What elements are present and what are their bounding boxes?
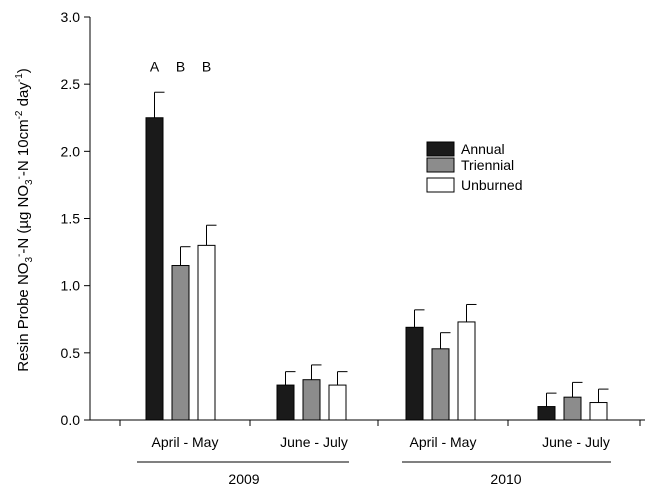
y-axis-label-part: -N (µg NO [15,185,32,254]
y-axis-label: Resin Probe NO3--N (µg NO3--N 10cm-2 day… [14,68,35,372]
y-tick-label: 1.5 [61,211,81,227]
significance-label: B [202,59,211,75]
legend-label: Unburned [461,177,523,193]
y-axis-label-part: ) [15,68,32,73]
y-tick-label: 2.0 [61,143,81,159]
y-tick-label: 0.5 [61,345,81,361]
significance-label: B [176,59,185,75]
y-axis-label-part: -N 10cm [15,119,32,176]
category-label: April - May [410,434,477,450]
y-axis-label-part: -1 [14,73,25,82]
bar [197,244,216,421]
legend-label: Triennial [461,157,514,173]
bar [431,348,450,421]
y-tick-label: 0.0 [61,412,81,428]
bar [276,384,295,421]
y-axis-label-part: - [14,254,25,257]
significance-label: A [150,59,160,75]
bar [563,396,582,421]
legend-swatch [426,157,455,173]
y-axis-label-part: -2 [14,110,25,119]
bar [145,117,164,421]
year-label: 2009 [228,471,259,487]
bar [537,406,556,421]
y-axis-label-part: day [15,82,32,111]
category-label: April - May [152,434,219,450]
legend-swatch [426,141,455,157]
bar [405,326,424,421]
y-tick-label: 1.0 [61,278,81,294]
y-axis-label-part: 3 [24,257,35,263]
bar [457,321,476,421]
y-axis-label-part: Resin Probe NO [15,263,32,372]
y-axis-label-part: - [14,176,25,179]
category-label: June - July [542,434,610,450]
bar [302,379,321,421]
legend-label: Annual [461,141,505,157]
year-label: 2010 [490,471,521,487]
bar [171,265,190,421]
legend-swatch [426,177,455,193]
y-axis-label-group: Resin Probe NO3--N (µg NO3--N 10cm-2 day… [14,68,35,372]
y-tick-label: 2.5 [61,76,81,92]
y-tick-label: 3.0 [61,9,81,25]
bar [589,402,608,421]
category-label: June - July [280,434,348,450]
y-axis-label-part: 3 [24,179,35,185]
bar [328,384,347,421]
